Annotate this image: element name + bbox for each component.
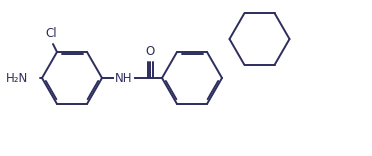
Text: H₂N: H₂N (6, 71, 28, 85)
Text: O: O (145, 45, 155, 58)
Text: Cl: Cl (45, 27, 57, 40)
Text: NH: NH (115, 71, 133, 85)
